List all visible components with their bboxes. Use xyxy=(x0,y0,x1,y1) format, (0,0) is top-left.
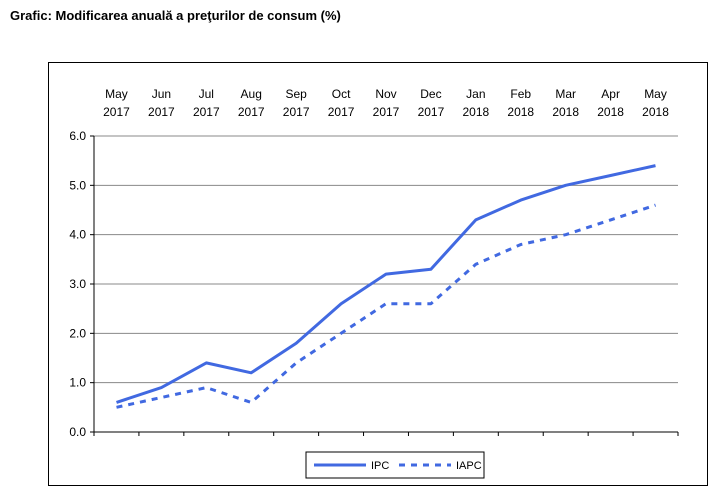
x-tick-label-year: 2017 xyxy=(103,105,130,119)
y-tick-label: 5.0 xyxy=(69,178,86,192)
y-tick-label: 0.0 xyxy=(69,425,86,439)
y-tick-label: 4.0 xyxy=(69,228,86,242)
x-tick-label-year: 2017 xyxy=(283,105,310,119)
y-tick-label: 1.0 xyxy=(69,376,86,390)
x-axis: May 2017 Jun 2017 Jul 2017 Aug 2017 Sep 2017 Oct 20… xyxy=(93,87,679,436)
series-line-ipc xyxy=(116,164,656,404)
x-tick-label-month: Oct xyxy=(332,87,351,101)
series-line-iapc xyxy=(116,203,656,409)
y-tick-label: 2.0 xyxy=(69,326,86,340)
x-tick-label-month: Nov xyxy=(375,87,396,101)
x-tick-label-year: 2018 xyxy=(507,105,534,119)
y-axis: 0.0 1.0 2.0 3.0 4.0 5.0 6.0 xyxy=(69,129,95,439)
x-tick-label-year: 2017 xyxy=(148,105,175,119)
x-tick-label-month: May xyxy=(105,87,128,101)
x-tick-label-year: 2017 xyxy=(373,105,400,119)
x-tick-label-year: 2017 xyxy=(328,105,355,119)
chart-caption: Grafic: Modificarea anuală a preţurilor … xyxy=(10,8,341,23)
x-tick-label-year: 2018 xyxy=(552,105,579,119)
x-tick-label-year: 2017 xyxy=(238,105,265,119)
x-tick-label-month: Feb xyxy=(510,87,531,101)
y-tick-label: 6.0 xyxy=(69,129,86,143)
x-tick-label-year: 2018 xyxy=(597,105,624,119)
x-tick-label-year: 2018 xyxy=(642,105,669,119)
series-lines xyxy=(116,164,656,409)
legend-label-iapc: IAPC xyxy=(456,460,482,472)
x-tick-label-year: 2018 xyxy=(462,105,489,119)
x-tick-label-month: Aug xyxy=(241,87,262,101)
legend-label-ipc: IPC xyxy=(371,460,389,472)
x-tick-label-month: May xyxy=(644,87,667,101)
x-tick-label-month: Jan xyxy=(466,87,485,101)
x-tick-label-month: Mar xyxy=(555,87,576,101)
chart-frame xyxy=(48,62,708,486)
y-tick-label: 3.0 xyxy=(69,277,86,291)
legend: IPC IAPC xyxy=(305,451,485,479)
x-tick-label-year: 2017 xyxy=(418,105,445,119)
x-tick-label-month: Dec xyxy=(420,87,441,101)
x-tick-label-year: 2017 xyxy=(193,105,220,119)
x-tick-label-month: Jul xyxy=(199,87,214,101)
x-tick-label-month: Sep xyxy=(285,87,307,101)
x-tick-label-month: Jun xyxy=(152,87,171,101)
x-tick-label-month: Apr xyxy=(601,87,620,101)
gridlines xyxy=(94,135,678,384)
